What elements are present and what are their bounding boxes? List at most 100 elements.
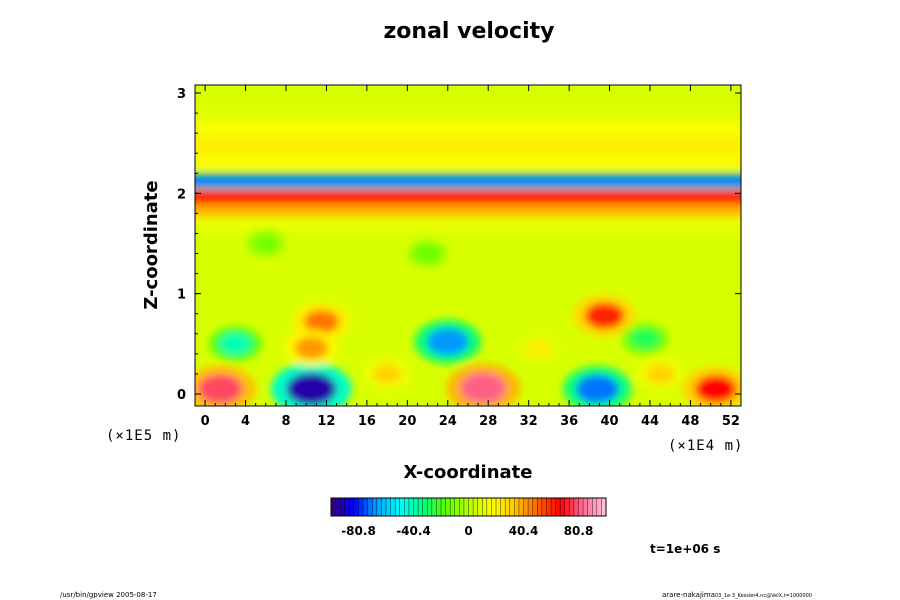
colorbar-segment (486, 498, 492, 516)
colorbar-segment (573, 498, 579, 516)
colorbar-segment (509, 498, 515, 516)
colorbar-segment (601, 498, 607, 516)
colorbar-segment (353, 498, 359, 516)
velocity-band (195, 138, 741, 153)
colorbar-segment (418, 498, 423, 516)
footer-right-main: arare-nakajima (662, 591, 715, 599)
colorbar-segment (477, 498, 483, 516)
colorbar-segment (541, 498, 547, 516)
velocity-anomaly (575, 374, 619, 404)
colorbar-segment (463, 498, 469, 516)
colorbar-segment (450, 498, 456, 516)
time-annotation: t=1e+06 s (650, 542, 720, 556)
colorbar-segment (381, 498, 387, 516)
colorbar-segment (596, 498, 602, 516)
colorbar-segment (363, 498, 368, 516)
velocity-anomaly (219, 332, 252, 355)
y-tick-label: 1 (177, 288, 186, 303)
x-tick-label: 24 (439, 414, 457, 429)
colorbar-segment (551, 498, 556, 516)
velocity-band (195, 122, 741, 137)
colorbar-segment (560, 498, 566, 516)
x-tick-label: 8 (281, 414, 290, 429)
velocity-band (195, 216, 741, 231)
y-tick-label: 3 (177, 87, 186, 102)
velocity-band (195, 108, 741, 123)
colorbar-segment (491, 498, 497, 516)
colorbar-segment (340, 498, 346, 516)
colorbar-tick-label: 0 (464, 524, 472, 538)
velocity-anomaly (584, 302, 625, 329)
colorbar-segment (344, 498, 350, 516)
colorbar-segment (427, 498, 433, 516)
colorbar-segment (376, 498, 382, 516)
colorbar-segment (587, 498, 593, 516)
colorbar-segment (372, 498, 378, 516)
x-axis: 0 4 8 12 16 20 24 28 32 36 40 44 48 52 (201, 85, 740, 429)
colorbar-segment (459, 498, 465, 516)
x-tick-label: 20 (398, 414, 416, 429)
colorbar-segment (532, 498, 538, 516)
colorbar-tick-label: -40.4 (396, 524, 431, 538)
colorbar-segment (331, 498, 336, 516)
colorbar-ticks: -80.8 -40.4 0 40.4 80.8 (341, 524, 593, 538)
footer-left: /usr/bin/gpview 2005-08-17 (60, 591, 157, 599)
colorbar-segment (583, 498, 588, 516)
footer-right: arare-nakajima03_1e-3_Kessler4.nc@VelX,t… (662, 591, 812, 599)
colorbar-segment (528, 498, 533, 516)
colorbar-segment (592, 498, 598, 516)
colorbar-frame (330, 497, 607, 517)
colorbar-segment (422, 498, 428, 516)
colorbar-segment (468, 498, 474, 516)
x-tick-label: 28 (479, 414, 497, 429)
colorbar-segment (404, 498, 410, 516)
chart-title: zonal velocity (384, 19, 555, 44)
colorbar-tick-label: 40.4 (509, 524, 539, 538)
y-axis: 0 1 2 3 (177, 87, 741, 403)
colorbar-tick-label: -80.8 (341, 524, 376, 538)
colorbar-segment (537, 498, 543, 516)
x-tick-label: 0 (201, 414, 210, 429)
velocity-anomaly (253, 235, 278, 252)
colorbar-segment (436, 498, 442, 516)
velocity-band (195, 190, 741, 205)
x-tick-label: 48 (681, 414, 699, 429)
colorbar-segment (358, 498, 364, 516)
colorbar-tick-label: 80.8 (564, 524, 594, 538)
colorbar-segment (413, 498, 419, 516)
velocity-anomaly (303, 309, 340, 334)
y-axis-label: Z-coordinate (141, 180, 162, 309)
colorbar-segment (386, 498, 391, 516)
colorbar-segment (473, 498, 478, 516)
y-tick-label: 2 (177, 187, 186, 202)
colorbar-segment (496, 498, 501, 516)
heatmap-field (195, 85, 741, 406)
colorbar-segment (523, 498, 529, 516)
colorbar-segment (514, 498, 520, 516)
colorbar-segment (399, 498, 405, 516)
y-tick-label: 0 (177, 388, 186, 403)
colorbar-segment (335, 498, 341, 516)
x-tick-label: 44 (641, 414, 659, 429)
x-tick-label: 4 (241, 414, 250, 429)
colorbar-segment (518, 498, 524, 516)
x-tick-label: 40 (601, 414, 619, 429)
velocity-anomaly (645, 363, 675, 384)
x-tick-label: 16 (358, 414, 376, 429)
colorbar-segment (445, 498, 451, 516)
velocity-anomaly (460, 372, 507, 404)
colorbar-segment (505, 498, 511, 516)
x-tick-label: 36 (560, 414, 578, 429)
colorbar-segment (431, 498, 437, 516)
footer-right-sub: 03_1e-3_Kessler4.nc@VelX,t=1000000 (715, 593, 812, 599)
velocity-band (195, 153, 741, 168)
x-scale-label: (×1E4 m) (668, 438, 743, 454)
velocity-anomaly (415, 245, 440, 262)
colorbar (330, 497, 607, 517)
colorbar-segment (555, 498, 561, 516)
velocity-anomaly (286, 372, 337, 406)
z-scale-label: (×1E5 m) (106, 428, 181, 444)
colorbar-segment (454, 498, 460, 516)
x-tick-label: 32 (520, 414, 538, 429)
